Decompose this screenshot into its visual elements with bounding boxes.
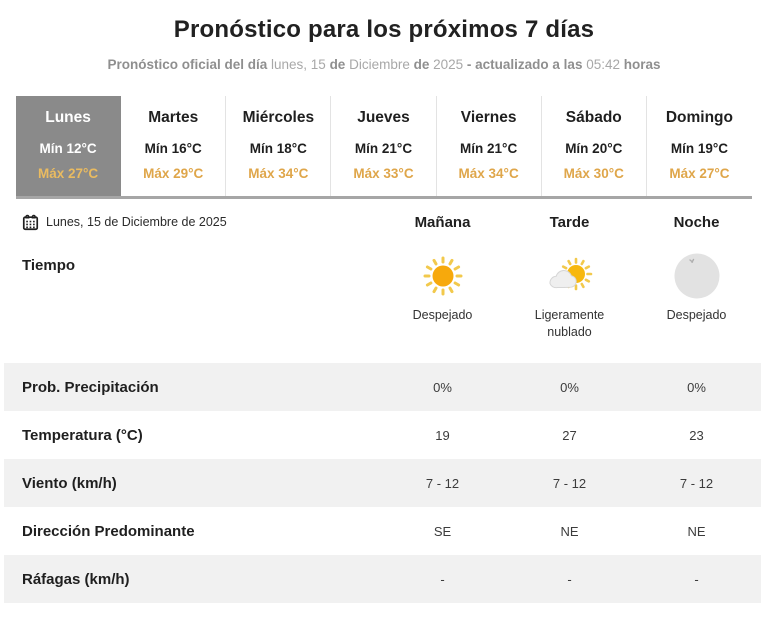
day-tab-min-temp: Mín 21°C (354, 141, 413, 156)
cell-value: 0% (560, 379, 579, 395)
forecast-subtitle: Pronóstico oficial del día lunes, 15 de … (0, 57, 768, 72)
subtitle-segment: Pronóstico oficial del día (107, 57, 272, 72)
day-tab-label: Sábado (565, 109, 622, 126)
day-tab-domingo[interactable]: Domingo Mín 19°C Máx 27°C (646, 96, 752, 196)
selected-date-label: Lunes, 15 de Diciembre de 2025 (46, 215, 227, 229)
column-header-tarde: Tarde (549, 213, 590, 231)
condition-label: Despejado (412, 308, 473, 322)
table-row-gusts: Ráfagas (km/h) - - - (4, 555, 761, 603)
cell-value: NE (687, 523, 706, 539)
day-tab-max-temp: Máx 30°C (563, 166, 624, 181)
day-tab-max-temp: Máx 34°C (458, 166, 519, 181)
cell-value: 7 - 12 (425, 475, 460, 491)
day-tab-min-temp: Mín 20°C (565, 141, 623, 156)
day-tab-max-temp: Máx 34°C (248, 166, 309, 181)
day-tab-min-temp: Mín 21°C (460, 141, 518, 156)
cell-value: - (694, 571, 699, 587)
table-row-wind-direction: Dirección Predominante SE NE NE (4, 507, 761, 555)
day-tab-min-temp: Mín 19°C (670, 141, 728, 156)
day-detail-table: Lunes, 15 de Diciembre de 2025 Mañana Ta… (4, 199, 761, 603)
cell-value: 23 (689, 427, 704, 443)
cell-value: 27 (562, 427, 577, 443)
cell-value: 7 - 12 (679, 475, 714, 491)
cell-value: 0% (433, 379, 452, 395)
row-label: Viento (km/h) (22, 474, 117, 492)
day-tab-min-temp: Mín 18°C (249, 141, 307, 156)
condition-label: Ligeramente nublado (534, 308, 605, 339)
day-tab-strip: Lunes Mín 12°C Máx 27°C Martes Mín 16°C … (16, 96, 752, 199)
row-label: Dirección Predominante (22, 522, 195, 540)
table-row-precipitation: Prob. Precipitación 0% 0% 0% (4, 363, 761, 411)
cell-value: NE (560, 523, 579, 539)
subtitle-segment: lunes, 15 (271, 57, 330, 72)
column-header-manana: Mañana (414, 213, 471, 231)
row-label: Temperatura (°C) (22, 426, 143, 444)
cell-value: 19 (435, 427, 450, 443)
subtitle-segment: de (413, 57, 434, 72)
table-row-temperature: Temperatura (°C) 19 27 23 (4, 411, 761, 459)
row-label: Prob. Precipitación (22, 378, 159, 396)
weather-condition-row: Tiempo Despejado (4, 245, 761, 363)
cell-value: - (440, 571, 445, 587)
day-tab-max-temp: Máx 27°C (37, 166, 99, 181)
subtitle-segment: Diciembre (349, 57, 414, 72)
cell-value: 7 - 12 (552, 475, 587, 491)
calendar-icon (22, 214, 39, 231)
day-tab-jueves[interactable]: Jueves Mín 21°C Máx 33°C (331, 96, 437, 196)
day-tab-max-temp: Máx 29°C (143, 166, 204, 181)
condition-noche: Despejado (633, 245, 760, 324)
day-tab-label: Viernes (460, 109, 517, 126)
subtitle-segment: de (329, 57, 350, 72)
detail-header-row: Lunes, 15 de Diciembre de 2025 Mañana Ta… (4, 199, 761, 245)
day-tab-label: Jueves (357, 109, 410, 126)
day-tab-martes[interactable]: Martes Mín 16°C Máx 29°C (121, 96, 227, 196)
day-tab-min-temp: Mín 16°C (144, 141, 202, 156)
sun-icon (419, 249, 467, 303)
day-tab-max-temp: Máx 33°C (353, 166, 414, 181)
day-tab-min-temp: Mín 12°C (39, 141, 97, 156)
cell-value: - (567, 571, 572, 587)
subtitle-segment: - actualizado a las (466, 57, 587, 72)
day-tab-label: Domingo (665, 109, 733, 126)
cell-value: 0% (687, 379, 706, 395)
column-header-noche: Noche (673, 213, 720, 231)
condition-label: Despejado (666, 308, 727, 322)
day-tab-max-temp: Máx 27°C (669, 166, 730, 181)
sun-cloud-icon (542, 249, 598, 303)
condition-manana: Despejado (379, 245, 506, 324)
day-tab-sabado[interactable]: Sábado Mín 20°C Máx 30°C (541, 96, 647, 196)
row-label-tiempo: Tiempo (22, 257, 76, 274)
subtitle-segment: 05:42 (586, 57, 624, 72)
subtitle-segment: horas (623, 57, 661, 72)
day-tab-label: Lunes (45, 109, 91, 126)
day-tab-label: Miércoles (242, 109, 315, 126)
selected-date: Lunes, 15 de Diciembre de 2025 (4, 214, 379, 231)
cell-value: SE (433, 523, 452, 539)
day-tab-label: Martes (148, 109, 199, 126)
day-tab-miercoles[interactable]: Miércoles Mín 18°C Máx 34°C (226, 96, 332, 196)
day-tab-viernes[interactable]: Viernes Mín 21°C Máx 34°C (436, 96, 542, 196)
subtitle-segment: 2025 (433, 57, 467, 72)
page-title: Pronóstico para los próximos 7 días (173, 16, 595, 43)
moon-icon (673, 249, 721, 303)
table-row-wind: Viento (km/h) 7 - 12 7 - 12 7 - 12 (4, 459, 761, 507)
condition-tarde: Ligeramente nublado (506, 245, 633, 341)
day-tab-lunes[interactable]: Lunes Mín 12°C Máx 27°C (16, 96, 122, 196)
row-label: Ráfagas (km/h) (22, 570, 130, 588)
